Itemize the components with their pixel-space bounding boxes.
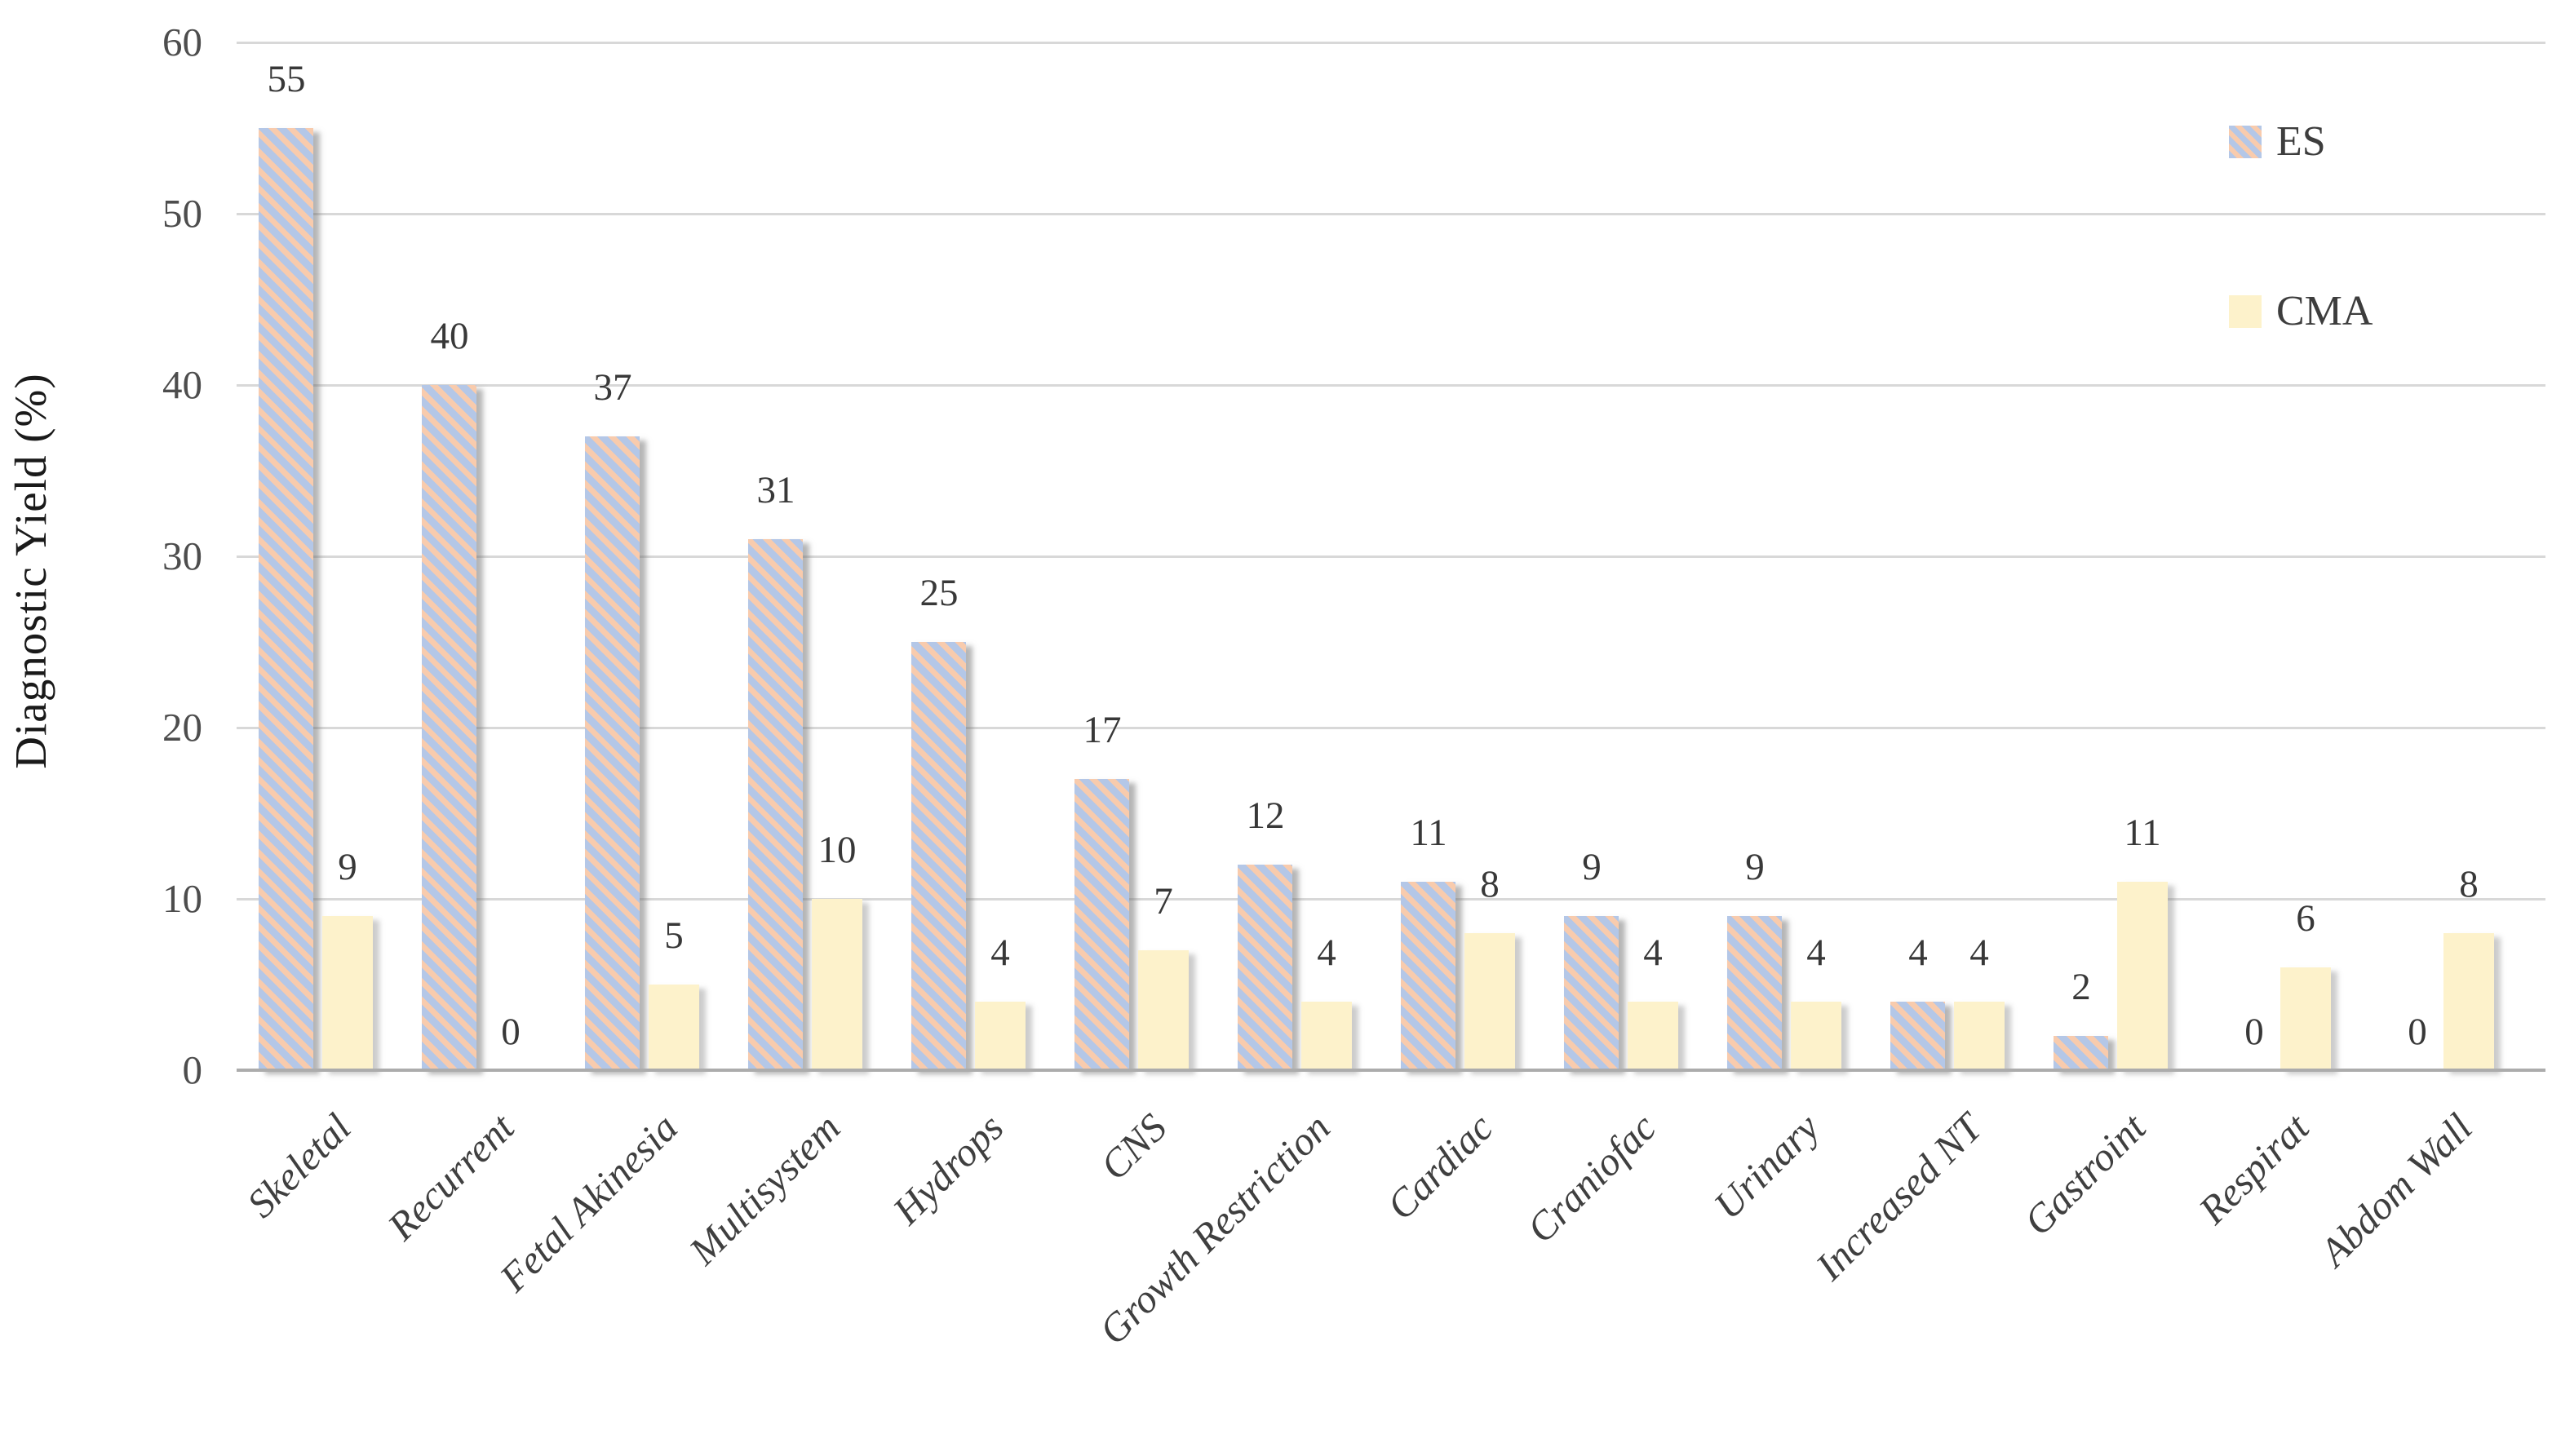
cma-value-label-abdom-wall: 8 <box>2459 863 2479 905</box>
x-axis-label-cardiac: Cardiac <box>1378 1104 1502 1228</box>
es-value-label-multisystem: 31 <box>756 469 795 511</box>
cma-bar-skeletal <box>322 916 373 1070</box>
cma-value-label-growth-restriction: 4 <box>1317 932 1336 974</box>
cma-bar-hydrops <box>975 1002 1026 1070</box>
es-value-label-increased-nt: 4 <box>1908 932 1928 974</box>
cma-value-label-multisystem: 10 <box>817 829 857 871</box>
cma-value-label-fetal-akinesia: 5 <box>664 914 684 957</box>
cma-value-label-gastroint: 11 <box>2124 812 2161 854</box>
y-tick-label-40: 40 <box>162 362 202 407</box>
x-axis-line <box>237 1069 2545 1072</box>
es-value-label-growth-restriction: 12 <box>1246 794 1285 837</box>
cma-value-label-cns: 7 <box>1154 880 1173 923</box>
es-value-label-skeletal: 55 <box>267 58 306 100</box>
cma-series-swatch-icon <box>2229 295 2262 328</box>
legend-label-cma: CMA <box>2276 288 2373 334</box>
cma-bar-craniofac <box>1628 1002 1678 1070</box>
x-axis-label-multisystem: Multisystem <box>680 1104 849 1273</box>
es-value-label-hydrops: 25 <box>919 572 959 614</box>
cma-value-label-respirat: 6 <box>2296 897 2315 940</box>
x-axis-label-abdom-wall: Abdom Wall <box>2311 1104 2481 1275</box>
y-tick-label-60: 60 <box>162 20 202 64</box>
gridline-10 <box>237 898 2545 901</box>
es-bar-urinary <box>1727 916 1782 1070</box>
gridline-20 <box>237 727 2545 729</box>
es-value-label-cns: 17 <box>1083 709 1122 751</box>
legend-item-cma: CMA <box>2229 290 2373 333</box>
es-value-label-respirat: 0 <box>2244 1011 2264 1053</box>
cma-bar-growth-restriction <box>1301 1002 1352 1070</box>
cma-value-label-hydrops: 4 <box>990 932 1010 974</box>
cma-value-label-increased-nt: 4 <box>1969 932 1989 974</box>
es-bar-skeletal <box>259 128 313 1070</box>
x-axis-label-respirat: Respirat <box>2190 1104 2318 1233</box>
cma-value-label-urinary: 4 <box>1806 932 1826 974</box>
es-bar-recurrent <box>422 385 476 1070</box>
cma-bar-cardiac <box>1464 933 1515 1070</box>
y-tick-label-10: 10 <box>162 876 202 921</box>
cma-value-label-recurrent: 0 <box>501 1011 521 1053</box>
x-axis-label-skeletal: Skeletal <box>237 1104 360 1227</box>
legend-item-es: ES <box>2229 121 2326 163</box>
cma-bar-abdom-wall <box>2443 933 2494 1070</box>
es-bar-cns <box>1074 779 1129 1070</box>
gridline-50 <box>237 213 2545 215</box>
gridline-40 <box>237 384 2545 387</box>
cma-bar-multisystem <box>812 899 862 1070</box>
es-bar-fetal-akinesia <box>585 436 640 1070</box>
es-series-swatch-icon <box>2229 126 2262 158</box>
cma-bar-gastroint <box>2117 882 2168 1070</box>
es-value-label-craniofac: 9 <box>1582 846 1602 888</box>
es-value-label-recurrent: 40 <box>430 315 469 357</box>
x-axis-label-cns: CNS <box>1092 1104 1176 1189</box>
y-tick-label-0: 0 <box>182 1047 203 1092</box>
es-bar-increased-nt <box>1890 1002 1945 1070</box>
y-tick-label-30: 30 <box>162 533 202 578</box>
x-axis-label-gastroint: Gastroint <box>2015 1104 2155 1245</box>
legend-label-es: ES <box>2276 118 2326 165</box>
es-bar-cardiac <box>1401 882 1455 1070</box>
x-axis-label-hydrops: Hydrops <box>884 1104 1012 1233</box>
y-tick-label-50: 50 <box>162 191 202 236</box>
cma-bar-fetal-akinesia <box>649 985 699 1070</box>
es-bar-gastroint <box>2054 1036 2108 1070</box>
gridline-60 <box>237 42 2545 44</box>
es-value-label-cardiac: 11 <box>1410 812 1447 854</box>
x-axis-label-craniofac: Craniofac <box>1518 1104 1665 1252</box>
es-value-label-urinary: 9 <box>1745 846 1765 888</box>
es-value-label-abdom-wall: 0 <box>2408 1011 2427 1053</box>
es-bar-growth-restriction <box>1238 865 1292 1070</box>
x-axis-label-urinary: Urinary <box>1704 1104 1828 1228</box>
es-bar-multisystem <box>748 539 803 1070</box>
x-axis-label-recurrent: Recurrent <box>379 1104 523 1249</box>
cma-bar-urinary <box>1791 1002 1841 1070</box>
cma-bar-cns <box>1138 950 1189 1070</box>
es-bar-craniofac <box>1564 916 1619 1070</box>
es-bar-hydrops <box>911 642 966 1070</box>
cma-value-label-skeletal: 9 <box>338 846 357 888</box>
es-value-label-fetal-akinesia: 37 <box>593 366 632 409</box>
y-tick-label-20: 20 <box>162 705 202 750</box>
cma-value-label-craniofac: 4 <box>1643 932 1663 974</box>
x-axis-label-increased-nt: Increased NT <box>1807 1104 1992 1289</box>
cma-value-label-cardiac: 8 <box>1480 863 1500 905</box>
cma-bar-respirat <box>2280 967 2331 1070</box>
gridline-30 <box>237 555 2545 558</box>
es-value-label-gastroint: 2 <box>2071 966 2091 1008</box>
cma-bar-increased-nt <box>1954 1002 2005 1070</box>
